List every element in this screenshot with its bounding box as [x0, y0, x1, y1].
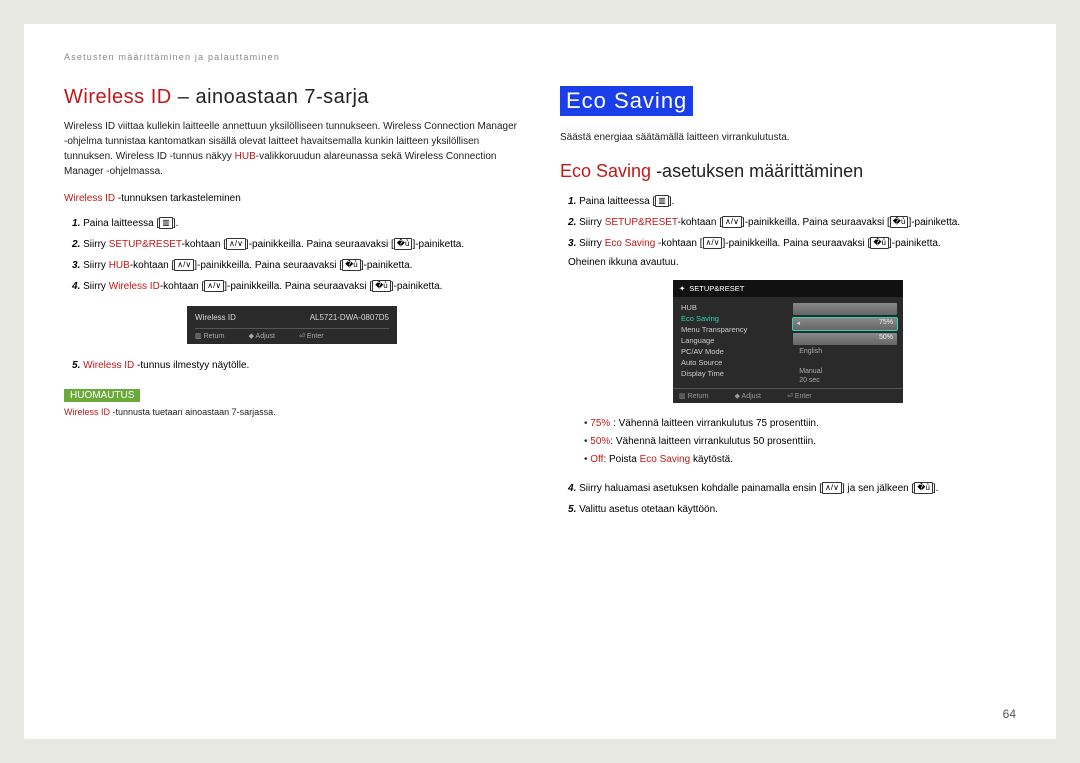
estep-1: Paina laitteessa [▥].: [568, 192, 1016, 211]
osd-slot-50: 50%: [793, 333, 897, 345]
osd-title-bar: ✦ SETUP&RESET: [673, 280, 903, 297]
wireless-id-steps-cont: Wireless ID -tunnus ilmestyy näytölle.: [64, 356, 520, 375]
osd-value: AL5721-DWA-0807D5: [310, 313, 389, 322]
title-red: Wireless ID: [64, 86, 172, 108]
updown-icon: ∧/∨: [174, 259, 194, 271]
osd-item-eco: Eco Saving: [679, 314, 793, 323]
estep-4: Siirry haluamasi asetuksen kohdalle pain…: [568, 479, 1016, 498]
osd-setup-reset: ✦ SETUP&RESET HUB Eco Saving Menu Transp…: [673, 280, 903, 403]
eco-subtitle: Eco Saving -asetuksen määrittäminen: [560, 161, 1016, 182]
steps-heading: Wireless ID -tunnuksen tarkasteleminen: [64, 193, 520, 204]
step-1: Paina laitteessa [▥].: [72, 214, 520, 233]
bullet-50: 50%: Vähennä laitteen virrankulutus 50 p…: [584, 433, 1016, 451]
menu-icon: ▥: [655, 195, 669, 207]
note-text: Wireless ID -tunnusta tuetaan ainoastaan…: [64, 406, 520, 419]
osd-val-lang: English: [793, 348, 897, 355]
updown-icon: ∧/∨: [226, 238, 246, 250]
osd-item-trans: Menu Transparency: [679, 325, 793, 334]
enter-icon: �ủ: [914, 482, 933, 494]
menu-icon: ▥: [159, 217, 173, 229]
osd-item-hub: HUB: [679, 303, 793, 312]
bullet-75: 75% : Vähennä laitteen virrankulutus 75 …: [584, 415, 1016, 433]
estep-2: Siirry SETUP&RESET-kohtaan [∧/∨]-painikk…: [568, 213, 1016, 232]
osd-val-empty: [793, 357, 897, 366]
osd-adjust: ◆ Adjust: [249, 332, 275, 340]
enter-icon: �ủ: [342, 259, 361, 271]
osd-item-lang: Language: [679, 336, 793, 345]
note-badge: HUOMAUTUS: [64, 389, 140, 402]
osd-slot-75: ◄75%: [793, 318, 897, 330]
osd-wireless-id: Wireless ID AL5721-DWA-0807D5 ▥ Return ◆…: [187, 306, 397, 344]
osd-value-list: ◄75% 50% English Manual 20 sec: [793, 303, 897, 384]
step-5: Wireless ID -tunnus ilmestyy näytölle.: [72, 356, 520, 375]
updown-icon: ∧/∨: [722, 216, 742, 228]
updown-icon: ∧/∨: [822, 482, 842, 494]
eco-bullets: 75% : Vähennä laitteen virrankulutus 75 …: [584, 415, 1016, 469]
estep-3: Siirry Eco Saving -kohtaan [∧/∨]-painikk…: [568, 234, 1016, 272]
step-2: Siirry SETUP&RESET-kohtaan [∧/∨]-painikk…: [72, 235, 520, 254]
eco-saving-highlight-title: Eco Saving: [560, 86, 693, 116]
updown-icon: ∧/∨: [703, 237, 723, 249]
step-3: Siirry HUB-kohtaan [∧/∨]-painikkeilla. P…: [72, 256, 520, 275]
enter-icon: �ủ: [394, 238, 413, 250]
osd-menu-list: HUB Eco Saving Menu Transparency Languag…: [679, 303, 793, 384]
osd-slot-blank: [793, 303, 897, 315]
osd-f-enter: ⏎ Enter: [787, 392, 812, 400]
wireless-id-steps: Paina laitteessa [▥]. Siirry SETUP&RESET…: [64, 214, 520, 296]
two-column-layout: Wireless ID – ainoastaan 7-sarja Wireles…: [64, 86, 1016, 521]
step-4: Siirry Wireless ID-kohtaan [∧/∨]-painikk…: [72, 277, 520, 296]
estep-5: Valittu asetus otetaan käyttöön.: [568, 500, 1016, 519]
osd-enter: ⏎ Enter: [299, 332, 324, 340]
osd-item-pcav: PC/AV Mode: [679, 347, 793, 356]
osd-item-disp: Display Time: [679, 369, 793, 378]
osd-val-disp: 20 sec: [793, 377, 897, 384]
wireless-id-title: Wireless ID – ainoastaan 7-sarja: [64, 86, 520, 109]
osd-val-auto: Manual: [793, 368, 897, 375]
osd-f-return: ▥ Return: [679, 392, 709, 400]
osd-return: ▥ Return: [195, 332, 225, 340]
wireless-id-intro: Wireless ID viittaa kullekin laitteelle …: [64, 119, 520, 179]
osd-label: Wireless ID: [195, 313, 236, 322]
bullet-off: Off: Poista Eco Saving käytöstä.: [584, 451, 1016, 469]
enter-icon: �ủ: [870, 237, 889, 249]
title-black: – ainoastaan 7-sarja: [172, 86, 369, 108]
osd-item-auto: Auto Source: [679, 358, 793, 367]
updown-icon: ∧/∨: [204, 280, 224, 292]
osd-footer: ▥ Return ◆ Adjust ⏎ Enter: [673, 388, 903, 403]
enter-icon: �ủ: [372, 280, 391, 292]
eco-steps: Paina laitteessa [▥]. Siirry SETUP&RESET…: [560, 192, 1016, 272]
right-column: Eco Saving Säästä energiaa säätämällä la…: [560, 86, 1016, 521]
eco-steps-cont: Siirry haluamasi asetuksen kohdalle pain…: [560, 479, 1016, 519]
left-column: Wireless ID – ainoastaan 7-sarja Wireles…: [64, 86, 520, 521]
chapter-header: Asetusten määrittäminen ja palauttaminen: [64, 52, 1016, 62]
page-number: 64: [1003, 707, 1016, 721]
document-page: Asetusten määrittäminen ja palauttaminen…: [24, 24, 1056, 739]
enter-icon: �ủ: [890, 216, 909, 228]
eco-intro: Säästä energiaa säätämällä laitteen virr…: [560, 130, 1016, 145]
osd-f-adjust: ◆ Adjust: [735, 392, 761, 400]
